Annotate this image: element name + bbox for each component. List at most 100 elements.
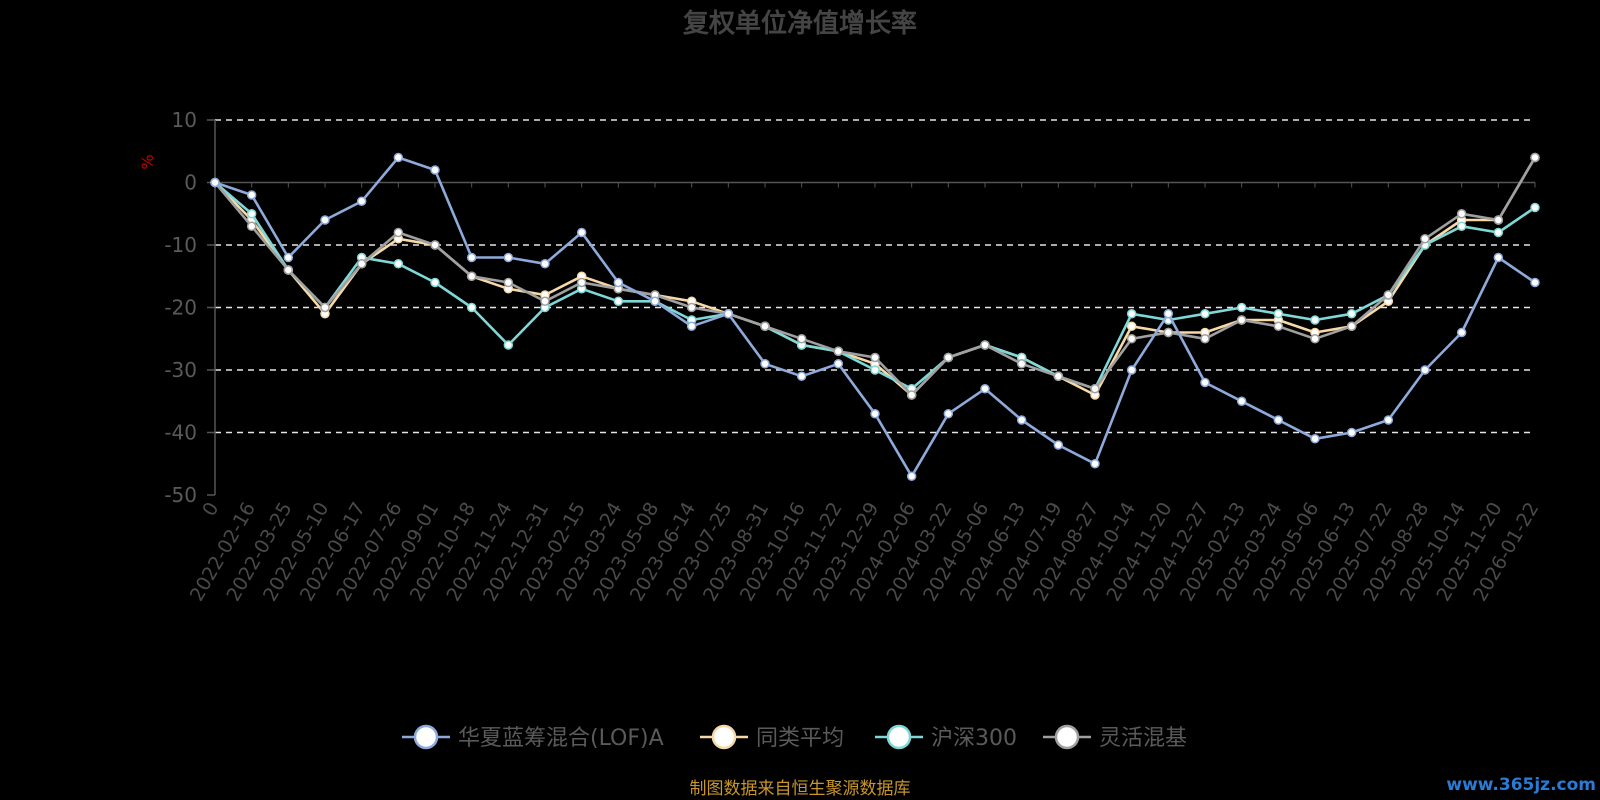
y-tick-label: 0 xyxy=(184,171,197,195)
data-point xyxy=(1493,215,1504,225)
data-point xyxy=(1090,459,1100,469)
legend-item[interactable]: 沪深300 xyxy=(875,724,1017,751)
data-point xyxy=(356,259,367,269)
data-point xyxy=(1456,221,1467,231)
data-point xyxy=(613,296,624,306)
data-point xyxy=(1053,371,1064,381)
y-tick-label: -40 xyxy=(164,421,197,445)
legend-marker xyxy=(413,724,439,750)
data-point xyxy=(1090,384,1100,394)
data-point xyxy=(430,165,440,175)
legend-label: 沪深300 xyxy=(931,726,1017,751)
data-point xyxy=(1530,152,1540,163)
source-note: 制图数据来自恒生聚源数据库 xyxy=(690,779,911,799)
data-point xyxy=(1346,321,1357,331)
data-point xyxy=(686,321,697,331)
data-point xyxy=(760,321,770,331)
data-point xyxy=(906,471,917,481)
data-point xyxy=(1383,290,1394,300)
data-point xyxy=(686,302,697,313)
data-point xyxy=(246,190,257,200)
data-point xyxy=(466,302,477,313)
data-point xyxy=(466,271,477,281)
data-point xyxy=(466,252,477,263)
data-point xyxy=(320,215,330,225)
data-point xyxy=(1126,309,1137,319)
legend-item[interactable]: 同类平均 xyxy=(700,724,844,751)
data-point xyxy=(430,277,440,288)
legend-marker xyxy=(886,724,912,750)
data-point xyxy=(1493,252,1504,263)
data-point xyxy=(943,409,954,419)
legend-item[interactable]: 华夏蓝筹混合(LOF)A xyxy=(402,724,664,751)
data-point xyxy=(1530,277,1540,288)
data-point xyxy=(980,340,990,350)
data-point xyxy=(1126,365,1137,375)
data-point xyxy=(1126,334,1137,344)
data-point xyxy=(393,152,404,163)
data-point xyxy=(1530,202,1540,213)
data-point xyxy=(1200,334,1210,344)
data-point xyxy=(430,240,440,250)
series-lines xyxy=(210,152,1540,481)
data-point xyxy=(980,384,990,394)
y-tick-label: -30 xyxy=(164,358,197,382)
data-point xyxy=(1200,377,1210,388)
data-point xyxy=(246,209,257,219)
data-point xyxy=(393,227,404,238)
data-point xyxy=(1200,309,1210,319)
data-point xyxy=(1163,309,1174,319)
data-point xyxy=(1016,359,1027,369)
data-point xyxy=(833,359,844,369)
data-point xyxy=(320,302,330,313)
data-point xyxy=(576,277,587,288)
legend-item[interactable]: 灵活混基 xyxy=(1043,724,1187,751)
data-point xyxy=(1310,334,1320,344)
data-point xyxy=(356,196,367,206)
data-point xyxy=(1456,209,1467,219)
data-point xyxy=(1273,321,1284,331)
data-point xyxy=(613,277,624,288)
watermark: www.365jz.com xyxy=(1446,775,1596,795)
data-point xyxy=(1273,309,1284,319)
data-point xyxy=(1383,415,1394,425)
data-point xyxy=(760,359,770,369)
legend-marker xyxy=(1054,724,1080,750)
data-point xyxy=(723,309,734,319)
y-tick-label: -20 xyxy=(164,296,197,320)
data-point xyxy=(1053,440,1064,450)
data-point xyxy=(283,252,294,263)
data-point xyxy=(870,409,880,419)
data-point xyxy=(906,390,917,400)
series-3 xyxy=(210,152,1540,400)
data-point xyxy=(1236,315,1247,325)
data-point xyxy=(1273,415,1284,425)
grid: 10 0 -10 -20 -30 -40 -50 xyxy=(164,108,1535,507)
data-point xyxy=(1420,234,1430,244)
data-point xyxy=(1310,315,1320,325)
y-tick-label: -50 xyxy=(164,483,197,507)
data-point xyxy=(1456,327,1467,338)
data-point xyxy=(833,346,844,356)
data-point xyxy=(1236,396,1247,406)
data-point xyxy=(503,252,514,263)
data-point xyxy=(393,259,404,269)
data-point xyxy=(1420,365,1430,375)
y-axis-unit: % xyxy=(138,154,157,169)
data-point xyxy=(1310,434,1320,444)
data-point xyxy=(576,227,587,238)
data-point xyxy=(1236,302,1247,313)
legend-label: 同类平均 xyxy=(756,726,844,751)
data-point xyxy=(210,177,220,188)
data-point xyxy=(796,371,807,381)
legend-marker xyxy=(711,724,737,750)
data-point xyxy=(1016,415,1027,425)
data-point xyxy=(1346,427,1357,438)
chart-title: 复权单位净值增长率 xyxy=(683,8,917,39)
data-point xyxy=(540,296,550,306)
data-point xyxy=(1163,327,1174,338)
y-tick-label: 10 xyxy=(172,108,197,132)
legend-label: 华夏蓝筹混合(LOF)A xyxy=(458,726,664,751)
data-point xyxy=(283,265,294,275)
